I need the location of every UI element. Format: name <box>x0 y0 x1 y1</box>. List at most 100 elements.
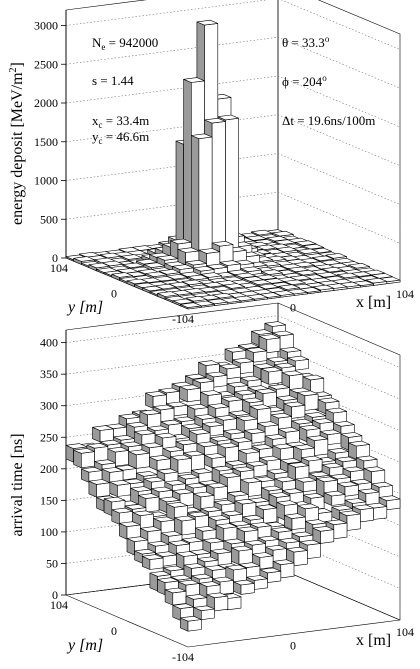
bar-side-right <box>293 550 308 567</box>
bar-top <box>187 274 209 281</box>
bar-side-right <box>306 543 321 560</box>
bar-side-right <box>263 507 278 524</box>
bar-top <box>141 442 164 449</box>
bar-top <box>213 499 236 506</box>
bar-top <box>208 515 230 521</box>
bar <box>286 546 308 567</box>
bar-side-right <box>213 374 228 388</box>
bar-top <box>185 259 207 266</box>
x-tick-label: 104 <box>396 287 414 301</box>
bar-top <box>176 551 198 557</box>
bar-top <box>202 537 225 544</box>
bar-top <box>337 272 359 279</box>
bar-top <box>172 488 194 495</box>
bar-top <box>371 481 393 488</box>
bar-top <box>111 507 133 514</box>
bar-top <box>149 570 172 577</box>
bar-top <box>205 371 228 378</box>
bar-top <box>293 444 315 450</box>
grid-line <box>65 191 401 244</box>
y-tick-label: 104 <box>50 261 68 275</box>
grid-line <box>65 153 401 205</box>
bar-top <box>134 548 156 555</box>
bar-side-right <box>214 595 229 612</box>
bar-top <box>198 248 221 254</box>
z-tick-label: 2000 <box>34 96 58 110</box>
bar-side-right <box>191 453 205 471</box>
bar-top <box>225 564 247 571</box>
bar-top <box>316 271 338 278</box>
bar-top <box>154 432 177 439</box>
bar-top <box>321 266 344 273</box>
bar-top <box>232 357 254 364</box>
z-axis-title: arrival time [ns] <box>9 433 26 536</box>
bar-top <box>158 269 181 275</box>
bar-top <box>274 239 296 245</box>
bar <box>260 366 283 385</box>
bar-side-right <box>99 428 114 443</box>
bar <box>180 302 202 310</box>
bar-top <box>244 428 266 435</box>
bar-top <box>119 521 141 527</box>
bar-top <box>378 495 401 502</box>
bar-side-right <box>331 494 346 506</box>
bar-side-right <box>233 567 247 583</box>
bar-top <box>111 272 133 278</box>
bar-top <box>276 246 298 253</box>
bar-top <box>160 419 182 426</box>
bar-top <box>204 453 226 459</box>
bar-top <box>197 556 219 563</box>
bar-top <box>266 356 288 363</box>
bar-top <box>191 468 213 474</box>
bar <box>323 490 346 506</box>
bar-top <box>365 277 388 284</box>
bar-top <box>177 247 200 253</box>
bar-top <box>257 421 279 427</box>
bar-top <box>152 404 175 411</box>
bar-side-right <box>227 475 241 494</box>
bar <box>119 521 141 540</box>
bar-top <box>193 491 215 498</box>
annotation-theta: θ = 33.3o <box>282 34 330 50</box>
bar-side-right <box>333 522 348 540</box>
bar-top <box>136 471 158 477</box>
bar-side-right <box>279 333 294 350</box>
bar-top <box>350 478 372 485</box>
bar-top <box>348 440 370 447</box>
bar-top <box>170 238 192 245</box>
annotation-phi: ϕ = 204o <box>282 73 327 89</box>
bar-top <box>327 447 349 454</box>
bar-top <box>272 443 294 450</box>
bar-top <box>325 407 347 414</box>
bar-top <box>162 565 185 572</box>
bar-top <box>175 439 198 446</box>
z-tick-label: 400 <box>40 336 58 350</box>
bar-top <box>238 562 261 568</box>
y-tick-label: 0 <box>111 624 117 638</box>
bar-top <box>234 389 256 396</box>
bar <box>257 421 279 438</box>
bar-top <box>178 579 200 586</box>
y-axis-title: y [m] <box>66 637 103 654</box>
bar-top <box>255 504 278 511</box>
bar-top <box>245 235 268 241</box>
bar-top <box>179 384 201 391</box>
bar-top <box>225 460 247 466</box>
bar-top <box>240 477 262 484</box>
bar-top <box>130 486 152 492</box>
bar-top <box>302 374 325 381</box>
bar-top <box>170 454 192 461</box>
bar-top <box>223 283 245 289</box>
bar-top <box>344 498 367 504</box>
bar-top <box>177 473 200 480</box>
bar-top <box>282 488 304 495</box>
bar-top <box>337 481 359 488</box>
bar <box>378 495 401 511</box>
bar-top <box>348 262 370 269</box>
bar-top <box>233 579 255 586</box>
bar-top <box>339 510 361 517</box>
bar-side-right <box>187 387 201 403</box>
bar-top <box>240 375 262 382</box>
bar-top <box>279 346 302 353</box>
bar-top <box>193 605 215 612</box>
